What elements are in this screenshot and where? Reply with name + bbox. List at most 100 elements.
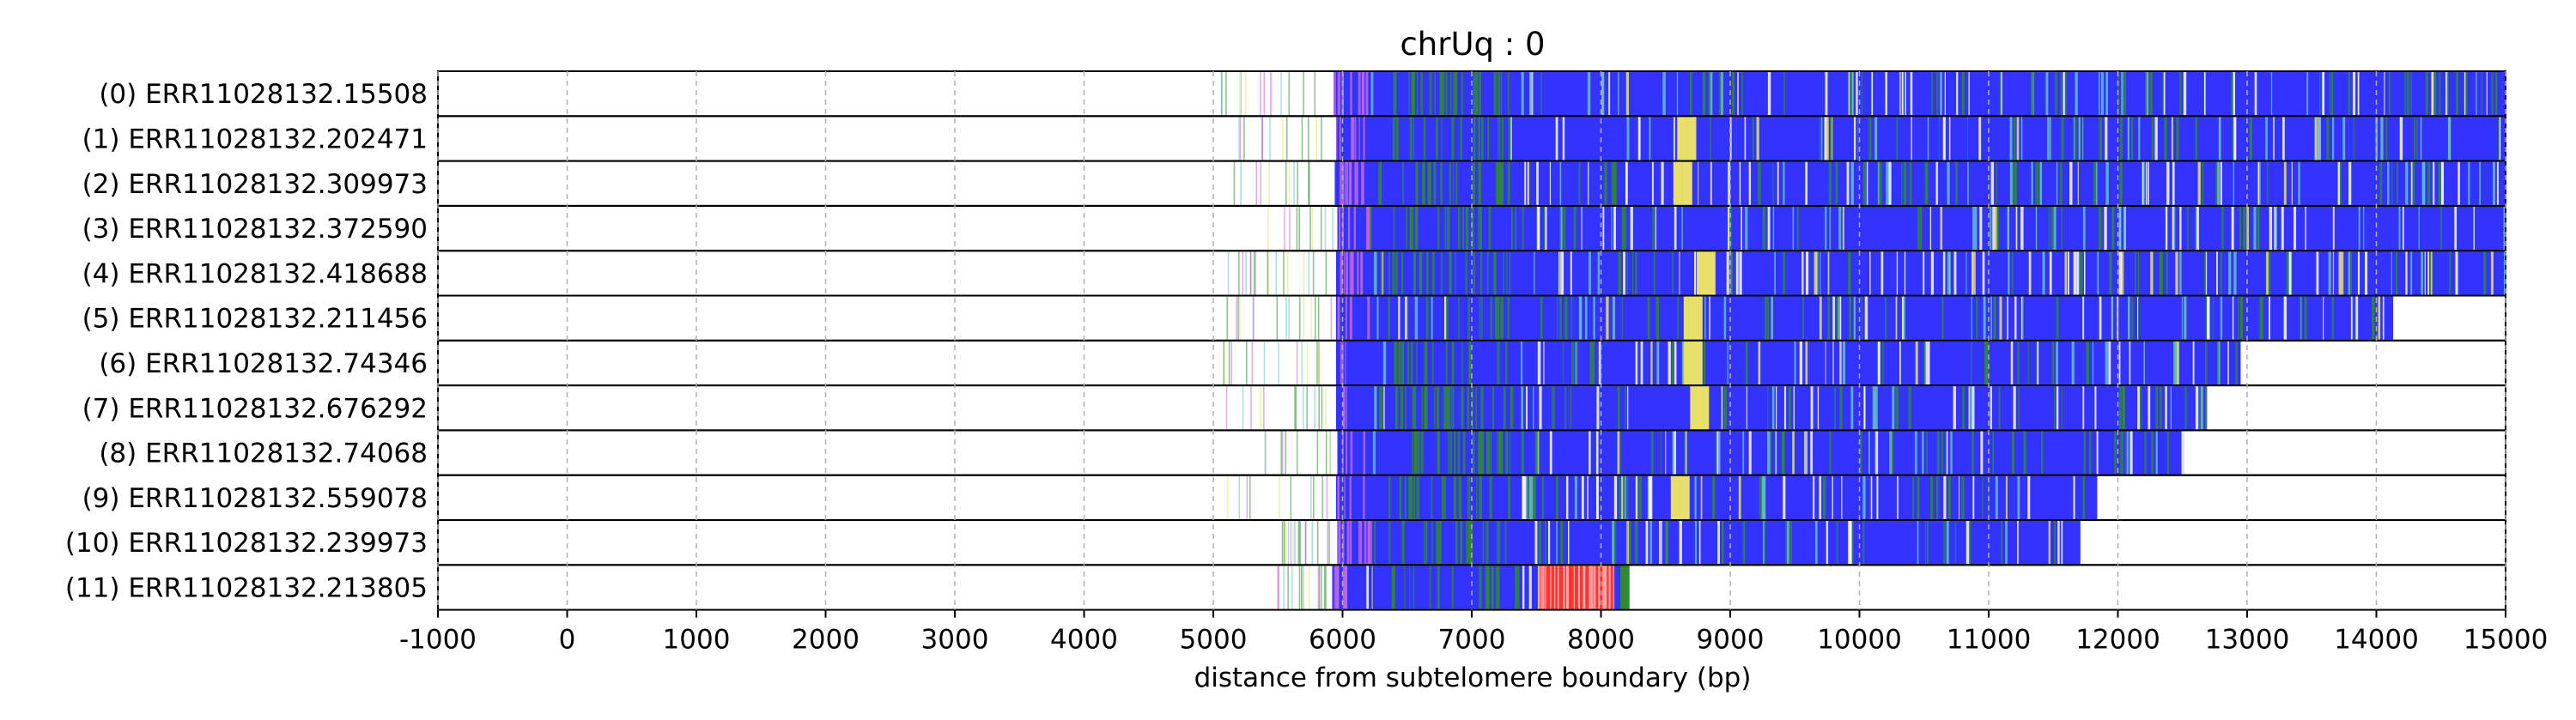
variant-stripe <box>2149 72 2153 116</box>
red-stripe <box>1613 566 1615 609</box>
yellow-stripe <box>1673 475 1676 519</box>
variant-stripe <box>2105 117 2108 160</box>
variant-stripe <box>1638 475 1642 519</box>
variant-stripe <box>2300 296 2302 340</box>
sparse-mark <box>1281 117 1284 160</box>
variant-stripe <box>2410 251 2413 295</box>
sparse-mark <box>1316 431 1319 475</box>
variant-stripe <box>2114 431 2117 475</box>
variant-stripe <box>2144 431 2147 475</box>
variant-stripe <box>1972 475 1975 519</box>
variant-stripe <box>1414 431 1418 475</box>
variant-stripe <box>1374 521 1376 565</box>
variant-stripe <box>2109 251 2112 295</box>
variant-stripe <box>1761 475 1765 519</box>
sparse-mark <box>1250 386 1252 430</box>
variant-stripe <box>1589 431 1591 475</box>
variant-stripe <box>1926 521 1929 565</box>
variant-stripe <box>1741 72 1743 116</box>
variant-stripe <box>1896 251 1899 295</box>
variant-stripe <box>1363 475 1365 519</box>
variant-stripe <box>2498 117 2500 160</box>
variant-stripe <box>2204 251 2207 295</box>
variant-stripe <box>1471 206 1474 251</box>
variant-stripe <box>1723 386 1727 430</box>
variant-stripe <box>1721 521 1723 565</box>
variant-stripe <box>1409 475 1413 519</box>
sparse-mark <box>1306 341 1309 385</box>
sparse-mark <box>1249 251 1252 295</box>
variant-stripe <box>1492 386 1495 430</box>
sparse-mark <box>1308 161 1309 205</box>
variant-stripe <box>1488 206 1492 251</box>
sparse-mark <box>1321 117 1322 160</box>
variant-stripe <box>1829 206 1832 251</box>
read-row: (1) ERR11028132.202471 <box>82 115 2506 162</box>
variant-stripe <box>2454 206 2458 251</box>
variant-stripe <box>2093 161 2097 205</box>
variant-stripe <box>2253 206 2257 251</box>
variant-stripe <box>1370 72 1374 116</box>
red-stripe <box>1593 566 1595 609</box>
variant-stripe <box>1673 431 1676 475</box>
variant-stripe <box>1831 117 1833 160</box>
sparse-mark <box>1327 521 1328 565</box>
sparse-marks <box>1223 341 1320 385</box>
yellow-stripe <box>1684 117 1687 160</box>
variant-stripe <box>1413 117 1415 160</box>
variant-stripe <box>2357 251 2360 295</box>
variant-stripe <box>1339 117 1341 160</box>
variant-stripe <box>1398 341 1401 385</box>
variant-stripe <box>1462 206 1464 251</box>
variant-stripe <box>1917 475 1920 519</box>
variant-stripe <box>1453 161 1455 205</box>
sparse-mark <box>1294 521 1296 565</box>
yellow-stripe <box>1686 341 1689 385</box>
variant-stripe <box>2148 161 2149 205</box>
variant-stripe <box>1505 341 1508 385</box>
variant-stripe <box>1625 161 1628 205</box>
variant-stripe <box>1482 521 1485 565</box>
variant-stripe <box>1504 521 1507 565</box>
variant-stripe <box>1982 475 1984 519</box>
variant-stripe <box>1369 521 1372 565</box>
variant-stripe <box>2138 117 2141 160</box>
variant-stripe <box>2014 161 2017 205</box>
variant-stripe <box>1965 251 1967 295</box>
variant-stripe <box>1826 117 1829 160</box>
sparse-mark <box>1287 566 1289 609</box>
variant-stripe <box>2184 386 2187 430</box>
variant-stripe <box>1558 251 1560 295</box>
variant-stripe <box>1539 386 1542 430</box>
variant-stripe <box>1767 206 1771 251</box>
variant-stripe <box>1438 431 1440 475</box>
variant-stripe <box>1923 251 1925 295</box>
variant-stripe <box>1777 161 1779 205</box>
variant-stripe <box>1461 341 1463 385</box>
variant-stripe <box>1924 161 1927 205</box>
read-label: (0) ERR11028132.15508 <box>99 79 428 110</box>
variant-stripe <box>2061 521 2063 565</box>
variant-stripe <box>1617 431 1620 475</box>
variant-stripe <box>1485 431 1488 475</box>
variant-stripe <box>2233 251 2237 295</box>
variant-stripe <box>1481 117 1484 160</box>
variant-stripe <box>1392 251 1395 295</box>
variant-stripe <box>1395 341 1398 385</box>
sparse-mark <box>1309 161 1310 205</box>
variant-stripe <box>2215 161 2219 205</box>
variant-stripe <box>1998 386 2001 430</box>
yellow-stripe <box>1710 251 1714 295</box>
variant-stripe <box>1394 72 1397 116</box>
yellow-stripe <box>1680 117 1683 160</box>
variant-stripe <box>1508 475 1510 519</box>
variant-stripe <box>1866 161 1868 205</box>
yellow-stripe <box>1699 341 1703 385</box>
variant-stripe <box>1413 386 1417 430</box>
yellow-stripe <box>1678 161 1681 205</box>
variant-stripe <box>1556 521 1558 565</box>
variant-stripe <box>1497 521 1500 565</box>
variant-stripe <box>2283 161 2287 205</box>
sparse-marks <box>1267 206 1334 251</box>
variant-stripe <box>2012 251 2014 295</box>
